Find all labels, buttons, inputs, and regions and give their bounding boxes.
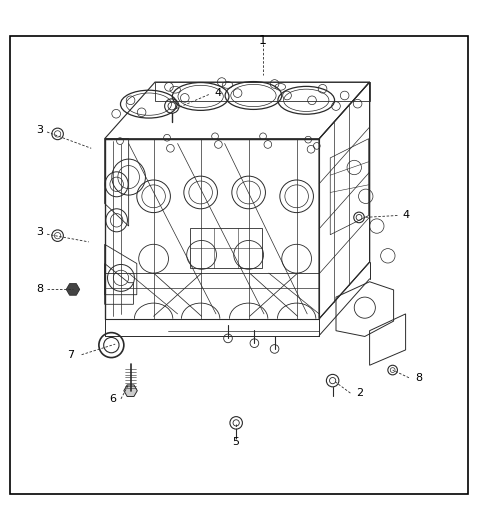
Text: 2: 2 bbox=[357, 388, 363, 398]
Text: 6: 6 bbox=[109, 394, 116, 404]
Text: 5: 5 bbox=[233, 437, 240, 447]
Text: 7: 7 bbox=[68, 350, 74, 360]
Text: 3: 3 bbox=[36, 125, 43, 135]
Text: 3: 3 bbox=[36, 227, 43, 237]
Text: 1: 1 bbox=[259, 34, 267, 47]
Text: 4: 4 bbox=[402, 210, 409, 220]
Polygon shape bbox=[66, 284, 80, 295]
Text: 8: 8 bbox=[415, 373, 422, 383]
Polygon shape bbox=[124, 385, 137, 396]
Text: 8: 8 bbox=[36, 285, 43, 295]
Text: 4: 4 bbox=[215, 88, 222, 98]
